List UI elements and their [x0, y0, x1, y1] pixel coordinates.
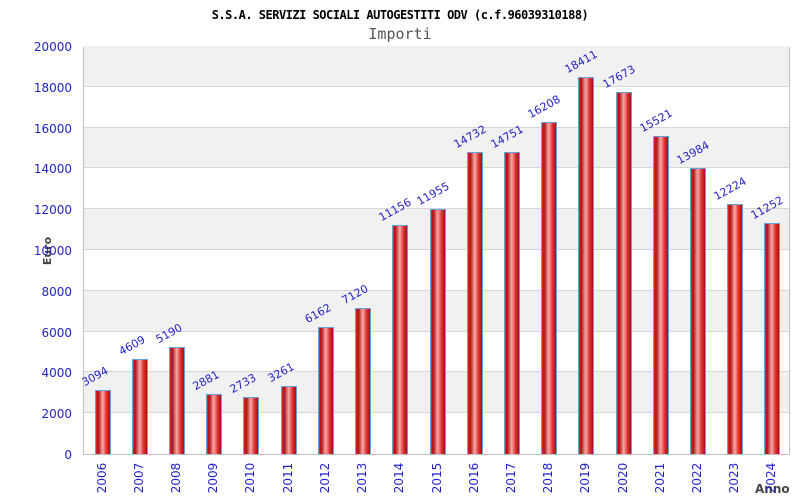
grid-line — [84, 86, 789, 87]
x-tick-label: 2018 — [541, 462, 556, 494]
bar — [280, 386, 297, 454]
x-tick-label: 2012 — [317, 462, 332, 494]
x-tick-label: 2016 — [466, 462, 481, 494]
bar — [94, 389, 111, 454]
y-tick-label: 6000 — [41, 326, 72, 340]
bar — [392, 225, 409, 454]
y-tick-label: 10000 — [33, 244, 72, 258]
plot-area: 3094 4609 5190 2881 2733 3261 6162 7120 11156 119… — [79, 46, 790, 455]
bar-value-label: 4609 — [116, 333, 148, 358]
x-tick-label: 2011 — [280, 462, 295, 494]
x-tick-label: 2019 — [578, 462, 593, 494]
x-tick-label: 2022 — [689, 462, 704, 494]
y-tick-label: 2000 — [41, 407, 72, 421]
bar-value-label: 12224 — [711, 174, 749, 203]
grid-band — [84, 127, 789, 169]
bar — [131, 358, 148, 454]
bar — [317, 327, 334, 454]
bar — [355, 307, 372, 454]
bar — [503, 152, 520, 454]
bar — [615, 92, 632, 454]
bar — [169, 347, 186, 454]
grid-band — [84, 46, 789, 87]
bar — [764, 223, 781, 454]
y-tick-label: 16000 — [33, 122, 72, 136]
bar-value-label: 11955 — [414, 179, 452, 209]
bar — [541, 122, 558, 454]
grid-line — [84, 127, 789, 128]
y-tick-label: 4000 — [41, 366, 72, 380]
grid-line — [84, 167, 789, 168]
y-tick-label: 14000 — [33, 162, 72, 176]
x-tick-label: 2006 — [94, 462, 109, 494]
bar — [466, 152, 483, 454]
bar — [206, 394, 223, 454]
y-tick-label: 12000 — [33, 203, 72, 217]
x-tick-label: 2015 — [429, 462, 444, 494]
bar-value-label: 16208 — [525, 93, 563, 122]
x-axis-title: Anno — [755, 482, 790, 496]
x-tick-label: 2008 — [169, 462, 184, 494]
grid-line — [84, 208, 789, 209]
x-tick-label: 2009 — [206, 462, 221, 494]
chart-title: S.S.A. SERVIZI SOCIALI AUTOGESTITI ODV (… — [211, 8, 589, 22]
x-tick-label: 2013 — [355, 462, 370, 494]
bar — [578, 77, 595, 454]
x-tick-label: 2010 — [243, 462, 258, 494]
bar — [243, 397, 260, 454]
x-tick-label: 2017 — [503, 462, 518, 494]
y-tick-label: 8000 — [41, 285, 72, 299]
x-tick-label: 2023 — [727, 462, 742, 494]
x-tick-label: 2020 — [615, 462, 630, 494]
x-tick-label: 2007 — [131, 462, 146, 494]
x-tick-label: 2021 — [652, 462, 667, 494]
y-tick-label: 0 — [64, 448, 72, 462]
y-tick-label: 20000 — [33, 40, 72, 54]
x-tick-label: 2014 — [392, 462, 407, 494]
x-tick-label: 2024 — [764, 462, 779, 494]
bar — [652, 136, 669, 454]
bar — [727, 203, 744, 454]
chart-subtitle: Importi — [368, 25, 432, 43]
bar — [689, 167, 706, 454]
y-tick-label: 18000 — [33, 81, 72, 95]
bar — [429, 209, 446, 454]
